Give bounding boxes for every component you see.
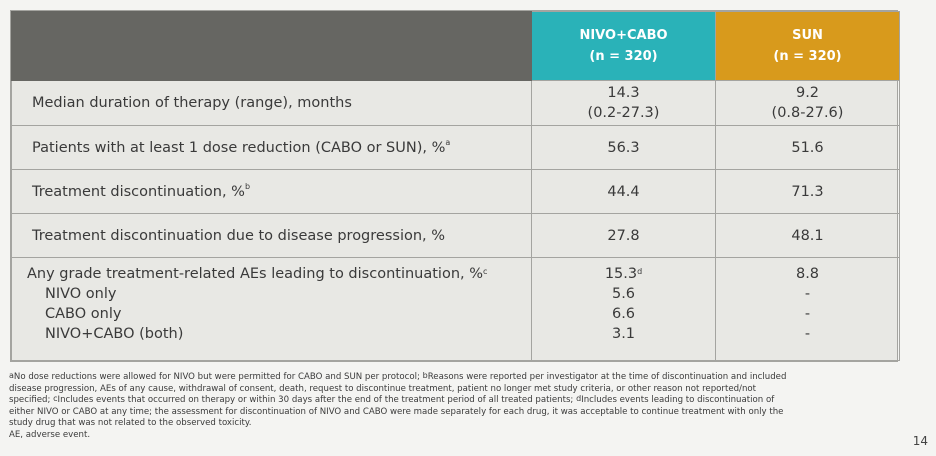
footnote-marker: c bbox=[483, 267, 488, 276]
page-number: 14 bbox=[912, 434, 928, 448]
footnote-line: study drug that was not related to the o… bbox=[9, 418, 252, 429]
footnote-line: AE, adverse event. bbox=[9, 429, 91, 440]
sun-value: 51.6 bbox=[715, 125, 900, 170]
row-label: Any grade treatment-related AEs leading … bbox=[11, 257, 532, 361]
nivo-value: 44.4 bbox=[531, 169, 716, 214]
row-label: Patients with at least 1 dose reduction … bbox=[11, 125, 532, 170]
row-label: Treatment discontinuation, %b bbox=[11, 169, 532, 214]
results-table: NIVO+CABO (n = 320) SUN (n = 320) Median… bbox=[10, 10, 900, 362]
nivo-header-name: NIVO+CABO bbox=[579, 28, 668, 43]
header-blank-cell bbox=[11, 11, 532, 81]
footnote-line: aNo dose reductions were allowed for NIV… bbox=[9, 371, 787, 382]
table-row: Treatment discontinuation due to disease… bbox=[11, 213, 900, 258]
header-nivo-cabo: NIVO+CABO (n = 320) bbox=[531, 11, 716, 81]
footnote-line: specified; cIncludes events that occurre… bbox=[9, 394, 775, 406]
footnote-line: disease progression, AEs of any cause, w… bbox=[9, 383, 757, 394]
nivo-value: 15.3d 5.6 6.6 3.1 bbox=[531, 257, 716, 361]
footnote-marker: a bbox=[445, 137, 451, 147]
subrow-label: NIVO+CABO (both) bbox=[45, 326, 184, 342]
subrow-label: CABO only bbox=[45, 306, 122, 322]
nivo-value: 56.3 bbox=[531, 125, 716, 170]
nivo-header-n: (n = 320) bbox=[589, 49, 658, 64]
sun-value: 71.3 bbox=[715, 169, 900, 214]
sun-value: 9.2 (0.8-27.6) bbox=[715, 80, 900, 126]
footnote-marker: b bbox=[244, 181, 251, 191]
table-header-row: NIVO+CABO (n = 320) SUN (n = 320) bbox=[11, 11, 900, 81]
footnote-line: either NIVO or CABO at any time; the ass… bbox=[9, 406, 784, 417]
footnotes: aNo dose reductions were allowed for NIV… bbox=[9, 371, 894, 442]
sun-value: 48.1 bbox=[715, 213, 900, 258]
row-label: Treatment discontinuation due to disease… bbox=[11, 213, 532, 258]
nivo-value: 14.3 (0.2-27.3) bbox=[531, 80, 716, 126]
nivo-value: 27.8 bbox=[531, 213, 716, 258]
table-row: Median duration of therapy (range), mont… bbox=[11, 80, 900, 126]
sun-value: 8.8 - - - bbox=[715, 257, 900, 361]
table-row: Any grade treatment-related AEs leading … bbox=[11, 257, 900, 361]
subrow-label: NIVO only bbox=[45, 286, 117, 302]
footnote-marker: d bbox=[637, 267, 643, 276]
header-sun: SUN (n = 320) bbox=[715, 11, 900, 81]
sun-header-n: (n = 320) bbox=[773, 49, 842, 64]
row-label: Median duration of therapy (range), mont… bbox=[11, 80, 532, 126]
table-row: Patients with at least 1 dose reduction … bbox=[11, 125, 900, 170]
table-row: Treatment discontinuation, %b 44.4 71.3 bbox=[11, 169, 900, 214]
sun-header-name: SUN bbox=[792, 28, 823, 43]
